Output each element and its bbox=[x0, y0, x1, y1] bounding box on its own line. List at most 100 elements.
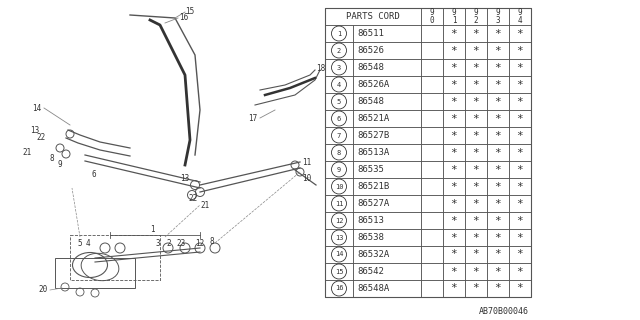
Text: *: * bbox=[516, 198, 524, 209]
Text: 86548A: 86548A bbox=[357, 284, 389, 293]
Bar bbox=[443, 178, 465, 195]
Bar bbox=[443, 93, 465, 110]
Text: *: * bbox=[472, 97, 479, 107]
Text: *: * bbox=[472, 28, 479, 38]
Bar bbox=[509, 263, 531, 280]
Bar bbox=[509, 8, 531, 25]
Text: *: * bbox=[472, 164, 479, 174]
Text: 86548: 86548 bbox=[357, 63, 384, 72]
Bar bbox=[421, 127, 443, 144]
Bar bbox=[487, 59, 509, 76]
Bar bbox=[465, 59, 487, 76]
Bar bbox=[509, 42, 531, 59]
Bar bbox=[487, 229, 509, 246]
Bar bbox=[509, 127, 531, 144]
Text: *: * bbox=[472, 114, 479, 124]
Bar bbox=[421, 42, 443, 59]
Text: 86527B: 86527B bbox=[357, 131, 389, 140]
Bar bbox=[353, 144, 421, 161]
Bar bbox=[443, 229, 465, 246]
Bar bbox=[421, 229, 443, 246]
Text: 4: 4 bbox=[337, 82, 341, 87]
Text: 9
0: 9 0 bbox=[429, 8, 435, 25]
Text: 1: 1 bbox=[337, 30, 341, 36]
Bar bbox=[353, 127, 421, 144]
Text: *: * bbox=[516, 62, 524, 73]
Bar bbox=[465, 25, 487, 42]
Text: 11: 11 bbox=[302, 157, 311, 166]
Text: 16: 16 bbox=[335, 285, 343, 292]
Text: *: * bbox=[472, 62, 479, 73]
Text: *: * bbox=[451, 233, 458, 243]
Text: 8: 8 bbox=[337, 149, 341, 156]
Text: 23: 23 bbox=[176, 238, 185, 247]
Bar bbox=[443, 212, 465, 229]
Text: *: * bbox=[472, 284, 479, 293]
Text: 16: 16 bbox=[179, 12, 188, 21]
Text: *: * bbox=[495, 181, 501, 191]
Text: AB70B00046: AB70B00046 bbox=[479, 307, 529, 316]
Bar bbox=[487, 161, 509, 178]
Bar bbox=[487, 93, 509, 110]
Text: 11: 11 bbox=[335, 201, 343, 206]
Text: *: * bbox=[472, 233, 479, 243]
Bar bbox=[443, 280, 465, 297]
Text: *: * bbox=[451, 131, 458, 140]
Text: 86542: 86542 bbox=[357, 267, 384, 276]
Bar bbox=[421, 263, 443, 280]
Text: 21: 21 bbox=[22, 148, 31, 156]
Text: 9
1: 9 1 bbox=[452, 8, 456, 25]
Bar bbox=[509, 178, 531, 195]
Text: 15: 15 bbox=[185, 6, 195, 15]
Bar bbox=[325, 229, 353, 246]
Text: *: * bbox=[472, 267, 479, 276]
Text: 7: 7 bbox=[337, 132, 341, 139]
Text: *: * bbox=[516, 215, 524, 226]
Bar bbox=[465, 212, 487, 229]
Bar bbox=[353, 212, 421, 229]
Bar bbox=[465, 42, 487, 59]
Bar bbox=[421, 76, 443, 93]
Bar bbox=[353, 59, 421, 76]
Text: 6: 6 bbox=[337, 116, 341, 122]
Text: *: * bbox=[516, 148, 524, 157]
Text: 21: 21 bbox=[200, 201, 209, 210]
Text: 12: 12 bbox=[195, 238, 204, 247]
Bar bbox=[421, 25, 443, 42]
Text: *: * bbox=[495, 215, 501, 226]
Text: *: * bbox=[516, 97, 524, 107]
Bar bbox=[443, 161, 465, 178]
Bar bbox=[325, 144, 353, 161]
Bar bbox=[465, 161, 487, 178]
Text: 9
2: 9 2 bbox=[474, 8, 478, 25]
Bar bbox=[421, 280, 443, 297]
Text: 9
4: 9 4 bbox=[518, 8, 522, 25]
Bar bbox=[55, 258, 135, 288]
Bar bbox=[465, 76, 487, 93]
Bar bbox=[325, 127, 353, 144]
Text: *: * bbox=[516, 45, 524, 55]
Text: *: * bbox=[495, 131, 501, 140]
Text: *: * bbox=[495, 62, 501, 73]
Text: *: * bbox=[495, 79, 501, 90]
Bar bbox=[465, 93, 487, 110]
Bar bbox=[353, 110, 421, 127]
Text: 3: 3 bbox=[155, 238, 159, 247]
Text: 22: 22 bbox=[36, 132, 45, 141]
Text: 12: 12 bbox=[335, 218, 343, 223]
Text: 86511: 86511 bbox=[357, 29, 384, 38]
Bar bbox=[509, 246, 531, 263]
Text: *: * bbox=[451, 114, 458, 124]
Text: 5: 5 bbox=[337, 99, 341, 105]
Text: 86526A: 86526A bbox=[357, 80, 389, 89]
Bar bbox=[421, 246, 443, 263]
Bar bbox=[465, 195, 487, 212]
Bar bbox=[487, 42, 509, 59]
Bar bbox=[487, 178, 509, 195]
Bar bbox=[353, 161, 421, 178]
Bar bbox=[509, 25, 531, 42]
Text: 3: 3 bbox=[337, 65, 341, 70]
Text: 20: 20 bbox=[38, 285, 47, 294]
Bar bbox=[465, 229, 487, 246]
Bar bbox=[421, 144, 443, 161]
